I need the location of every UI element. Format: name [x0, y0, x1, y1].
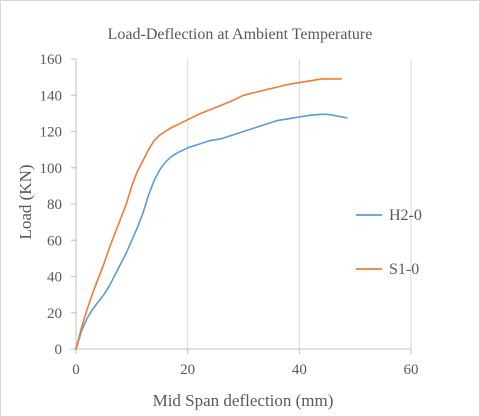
chart-title: Load-Deflection at Ambient Temperature: [108, 26, 373, 43]
y-tick-label: 80: [47, 197, 62, 213]
x-tick-label: 40: [292, 362, 307, 378]
legend: H2-0 S1-0: [356, 207, 422, 278]
legend-label-s1-0: S1-0: [389, 261, 419, 278]
series-line-h2-0: [75, 113, 348, 350]
x-axis-label: Mid Span deflection (mm): [153, 391, 334, 410]
y-tick-label: 120: [40, 125, 63, 141]
series-line-s1-0: [75, 78, 343, 350]
y-tick-label: 0: [55, 342, 63, 358]
gridlines: [187, 59, 412, 349]
legend-label-h2-0: H2-0: [389, 207, 422, 224]
y-tick-label: 160: [40, 52, 63, 68]
axes: [71, 58, 412, 354]
series-lines: [75, 78, 348, 350]
tick-labels: 0 20 40 60 80 100 120 140 160 0 20 40 60: [40, 52, 419, 378]
y-tick-label: 40: [47, 270, 62, 286]
y-tick-label: 140: [40, 88, 63, 104]
y-tick-label: 100: [40, 161, 63, 177]
x-tick-label: 60: [404, 362, 419, 378]
x-tick-label: 0: [72, 362, 80, 378]
y-tick-label: 60: [47, 233, 62, 249]
y-tick-label: 20: [47, 306, 62, 322]
y-axis-label: Load (KN): [16, 164, 35, 239]
x-tick-label: 20: [180, 362, 195, 378]
